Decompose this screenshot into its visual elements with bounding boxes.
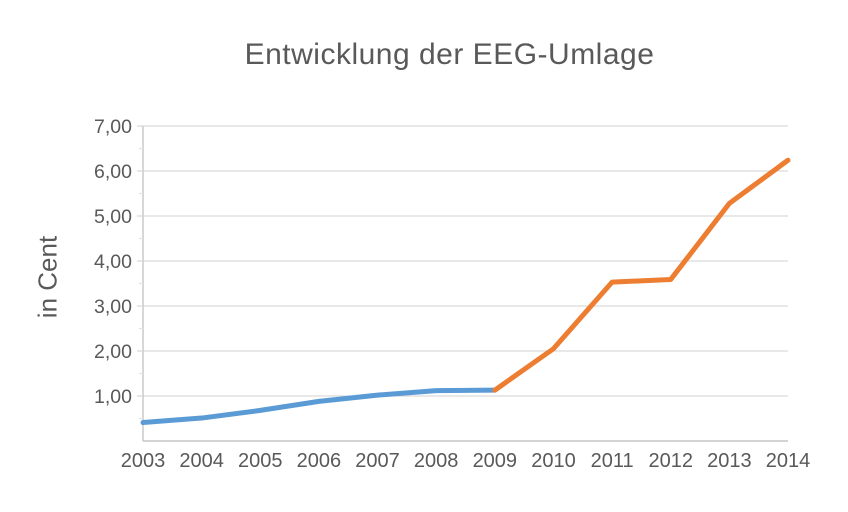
x-tick-label: 2005 [238, 450, 283, 472]
y-tick-label: 4,00 [94, 251, 132, 273]
x-tick-label: 2006 [297, 450, 342, 472]
x-tick-label: 2003 [121, 450, 166, 472]
chart-title: Entwicklung der EEG-Umlage [244, 38, 655, 71]
y-tick-label: 7,00 [94, 116, 132, 138]
x-tick-label: 2013 [707, 450, 752, 472]
y-tick-label: 1,00 [94, 386, 132, 408]
x-tick-label: 2014 [766, 450, 811, 472]
y-tick-label: 6,00 [94, 161, 132, 183]
y-tick-label: 3,00 [94, 296, 132, 318]
x-tick-label: 2008 [414, 450, 459, 472]
x-tick-label: 2007 [355, 450, 400, 472]
x-tick-label: 2011 [591, 450, 634, 472]
x-tick-label: 2012 [648, 450, 693, 472]
y-tick-label: 5,00 [94, 206, 132, 228]
y-tick-label: 2,00 [94, 341, 132, 363]
x-tick-label: 2009 [473, 450, 518, 472]
series-line-2009-2014 [492, 157, 791, 393]
x-tick-label: 2004 [179, 450, 224, 472]
series-line-2003-2009 [140, 387, 498, 426]
x-tick-label: 2010 [531, 450, 576, 472]
